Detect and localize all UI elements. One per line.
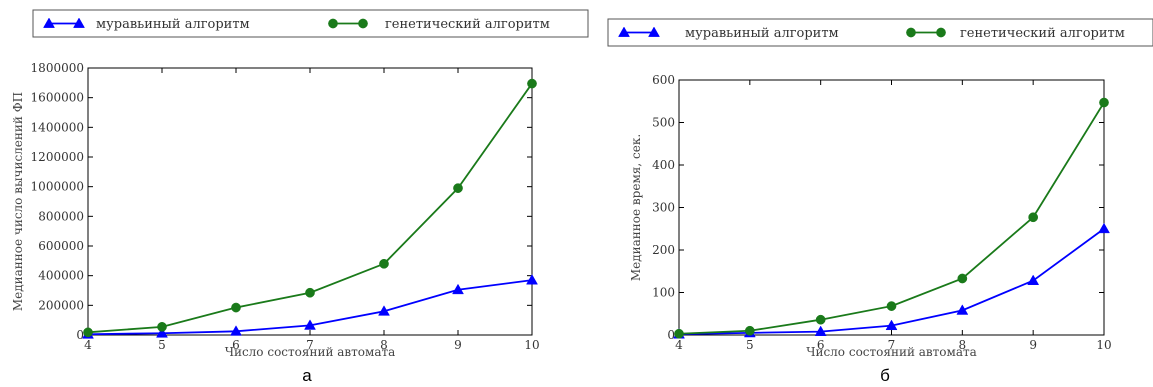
y-tick-label: 100 (652, 286, 675, 300)
data-point (744, 325, 755, 336)
data-point (956, 304, 969, 315)
x-tick-label: 9 (454, 338, 462, 352)
x-axis-label: Число состояний автомата (225, 345, 396, 359)
x-tick-label: 9 (1029, 338, 1037, 352)
data-point (304, 319, 316, 330)
chart-panel-b: муравьиный алгоритм генетический алгоритм… (607, 18, 1153, 385)
data-point (231, 302, 241, 313)
x-tick-label: 4 (84, 338, 92, 352)
data-point (674, 328, 684, 339)
legend-marker (358, 18, 368, 29)
x-tick-label: 10 (1096, 338, 1111, 352)
x-axis-label: Число состояний автомата (806, 345, 977, 359)
data-point (527, 78, 537, 89)
y-tick-label: 800000 (38, 209, 84, 223)
series-line-genetic (678, 102, 1105, 335)
legend-entry: муравьиный алгоритм (685, 26, 839, 41)
legend-entry: генетический алгоритм (960, 26, 1125, 41)
x-tick-label: 8 (380, 338, 388, 352)
legend-marker (618, 26, 630, 37)
data-point (453, 183, 463, 193)
data-point (1027, 274, 1040, 285)
legend-marker (73, 17, 85, 28)
data-point (379, 258, 389, 269)
data-point (886, 301, 897, 311)
y-axis-label: Медианное число вычислений ФП (11, 92, 25, 311)
data-point (1098, 222, 1110, 234)
legend-box (32, 9, 589, 38)
y-tick-label: 200000 (38, 298, 84, 312)
y-tick-label: 300 (652, 201, 675, 215)
x-tick-label: 5 (746, 338, 754, 352)
y-tick-label: 0 (76, 328, 84, 342)
y-tick-label: 1800000 (31, 61, 84, 75)
data-point (814, 325, 827, 336)
legend-marker (43, 17, 55, 28)
data-point (1099, 97, 1109, 108)
y-tick-label: 500 (652, 116, 675, 130)
data-point (957, 273, 968, 284)
x-tick-label: 5 (158, 338, 166, 352)
x-tick-label: 6 (817, 338, 825, 352)
y-tick-label: 600000 (38, 239, 84, 253)
x-tick-label: 7 (306, 338, 314, 352)
legend-entry: генетический алгоритм (385, 17, 550, 32)
legend-box (607, 18, 1153, 47)
x-tick-label: 6 (232, 338, 240, 352)
legend-marker (936, 27, 946, 38)
legend-entry: муравьиный алгоритм (96, 17, 250, 32)
y-tick-label: 1600000 (31, 91, 84, 105)
data-point (815, 314, 826, 325)
y-tick-label: 600 (652, 73, 675, 87)
data-point (305, 287, 315, 298)
legend-marker (328, 18, 338, 29)
legend-marker (648, 26, 660, 37)
y-tick-label: 1000000 (31, 180, 84, 194)
data-point (1028, 212, 1039, 223)
data-point (452, 283, 464, 295)
data-point (885, 319, 898, 331)
y-tick-label: 0 (667, 328, 675, 342)
x-tick-label: 10 (524, 338, 539, 352)
x-tick-label: 7 (888, 338, 896, 352)
data-point (378, 305, 390, 316)
y-tick-label: 400 (652, 158, 675, 172)
y-tick-label: 1400000 (31, 120, 84, 134)
series-line-ant (678, 228, 1105, 336)
x-tick-label: 4 (675, 338, 683, 352)
y-axis-label: Медианное время, сек. (629, 134, 643, 281)
panel-label: а (302, 366, 312, 385)
legend-marker (906, 27, 916, 38)
data-point (526, 274, 538, 285)
y-tick-label: 400000 (38, 269, 84, 283)
x-tick-label: 8 (959, 338, 967, 352)
panel-label: б (880, 366, 890, 385)
data-point (83, 327, 93, 338)
data-point (157, 321, 167, 332)
y-tick-label: 1200000 (31, 150, 84, 164)
data-point (156, 327, 168, 338)
data-point (230, 325, 242, 336)
y-tick-label: 200 (652, 243, 675, 257)
chart-panel-a: муравьиный алгоритм генетический алгоритм… (11, 9, 589, 385)
